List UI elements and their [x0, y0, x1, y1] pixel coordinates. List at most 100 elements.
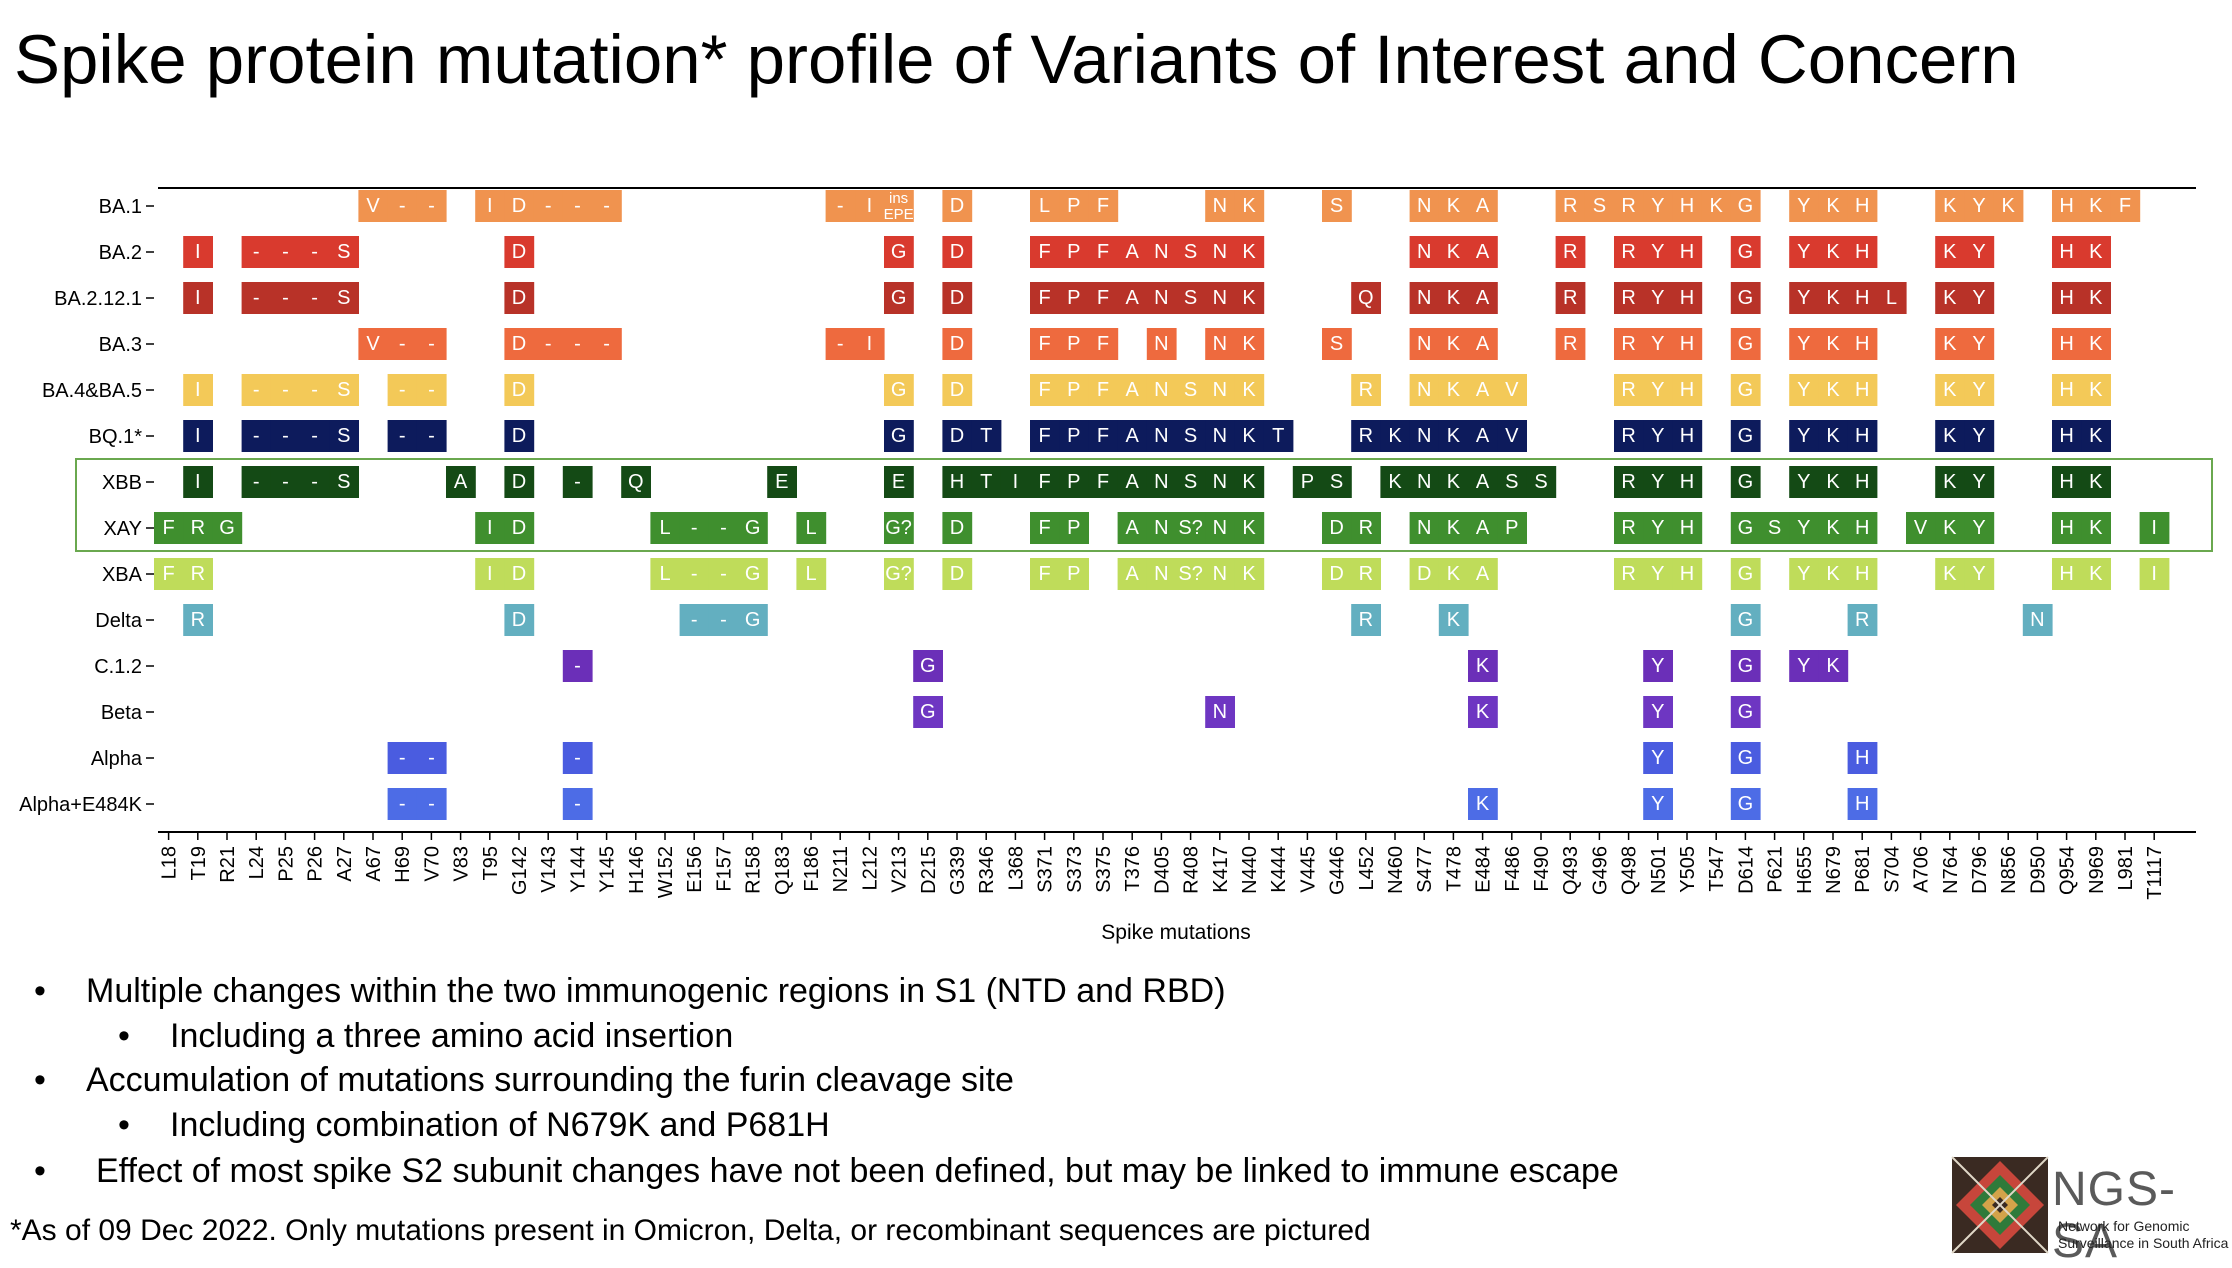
- cell-label: H: [2059, 425, 2073, 447]
- cell-label: G: [891, 379, 907, 401]
- cell-label: F: [1038, 425, 1050, 447]
- cell-label: K: [1826, 563, 1840, 585]
- cell-label: K: [1242, 517, 1256, 539]
- cell-BA.2.12.1-Q493: [1555, 282, 1586, 314]
- cell-label: Y: [1651, 425, 1664, 447]
- cell-XAY-N679: [1818, 512, 1849, 544]
- x-tick-label: N969: [2086, 846, 2108, 894]
- cell-label: K: [1476, 655, 1490, 677]
- cell-XAY-Q498: [1614, 512, 1644, 544]
- cell-XBB-H146: [621, 466, 651, 498]
- cell-BA.1-H655: [1789, 190, 1819, 222]
- cell-label: K: [2089, 471, 2103, 493]
- cell-BA.2-N969: [2081, 236, 2111, 268]
- cell-BA.4&BA.5-V70: [416, 374, 447, 406]
- cell-label: K: [1826, 241, 1840, 263]
- cell-label: F: [1097, 287, 1109, 309]
- cell-label: D: [950, 425, 964, 447]
- x-tick-label: P621: [1765, 846, 1787, 893]
- cell-label: K: [2089, 517, 2103, 539]
- cell-BA.4&BA.5-D614: [1730, 374, 1761, 406]
- cell-label: S: [337, 471, 350, 493]
- cell-label: H: [1680, 287, 1694, 309]
- cell-label: K: [1943, 425, 1957, 447]
- cell-BA.2-S373: [1059, 236, 1089, 268]
- cell-Alpha-V70: [416, 742, 447, 774]
- cell-label: N: [1213, 517, 1227, 539]
- cell-BA.3-P681: [1847, 328, 1878, 360]
- cell-label: -: [428, 747, 435, 769]
- cell-XBB-G142: [504, 466, 535, 498]
- cell-Delta-G142: [504, 604, 535, 636]
- y-tick-label: BA.2.12.1: [54, 288, 142, 310]
- cell-BA.2-Q498: [1614, 236, 1644, 268]
- footnote: *As of 09 Dec 2022. Only mutations prese…: [10, 1214, 1371, 1247]
- cell-label: K: [1943, 517, 1957, 539]
- cell-XAY-E484: [1468, 512, 1498, 544]
- cell-label: -: [837, 195, 844, 217]
- cell-label: N: [1213, 241, 1227, 263]
- cell-label: N: [1154, 563, 1168, 585]
- cell-label: G: [1738, 563, 1754, 585]
- cell-BA.2.12.1-S477: [1409, 282, 1440, 314]
- cell-BA.2-Y505: [1672, 236, 1703, 268]
- cell-XAY-D796: [1964, 512, 1995, 544]
- cell-XBB-N460: [1380, 466, 1411, 498]
- cell-label: K: [1447, 563, 1461, 585]
- x-tick-label: D614: [1735, 846, 1757, 894]
- cell-XBB-T376: [1117, 466, 1148, 498]
- cell-label: H: [2059, 195, 2073, 217]
- cell-XBB-P26: [300, 466, 330, 498]
- cell-label: F: [1038, 287, 1050, 309]
- cell-XAY-G446: [1322, 512, 1352, 544]
- cell-XAY-D405: [1146, 512, 1177, 544]
- cell-BQ.1*-T376: [1117, 420, 1148, 452]
- cell-Beta-K417: [1205, 696, 1235, 728]
- cell-label: K: [1388, 425, 1402, 447]
- cell-BA.1-G142: [504, 190, 535, 222]
- cell-label: F: [1097, 241, 1109, 263]
- cell-label: K: [1826, 517, 1840, 539]
- cell-XBA-N440: [1234, 558, 1265, 590]
- cell-label: K: [2002, 195, 2016, 217]
- x-tick-label: V143: [538, 846, 560, 893]
- cell-BA.2-Q954: [2052, 236, 2082, 268]
- cell-label: K: [1388, 471, 1402, 493]
- cell-Delta-F157: [708, 604, 739, 636]
- cell-BA.3-N764: [1935, 328, 1965, 360]
- cell-XBB-V445: [1292, 466, 1323, 498]
- cell-label: -: [282, 425, 289, 447]
- cell-label: -: [311, 287, 318, 309]
- cell-label: Y: [1797, 241, 1810, 263]
- cell-label: -: [428, 195, 435, 217]
- cell-label: P: [1067, 563, 1080, 585]
- cell-XAY-F157: [708, 512, 739, 544]
- cell-label: R: [1621, 287, 1635, 309]
- cell-XBA-T19: [183, 558, 213, 590]
- cell-label: V: [1505, 425, 1519, 447]
- cell-label: -: [282, 287, 289, 309]
- cell-label: D: [512, 333, 526, 355]
- cell-BA.3-E484: [1468, 328, 1498, 360]
- cell-label: N: [1417, 425, 1431, 447]
- cell-label: G?: [885, 563, 912, 585]
- cell-Alpha-Y144: [562, 742, 593, 774]
- cell-XBA-L452: [1351, 558, 1381, 590]
- cell-label: S?: [1178, 563, 1202, 585]
- cell-BA.4&BA.5-H69: [387, 374, 418, 406]
- cell-Alpha-D614: [1730, 742, 1761, 774]
- cell-XBA-F157: [708, 558, 739, 590]
- cell-label: -: [311, 425, 318, 447]
- cell-label: -: [399, 425, 406, 447]
- cell-XAY-Y505: [1672, 512, 1703, 544]
- cell-label: Y: [1651, 241, 1664, 263]
- cell-XBB-R408: [1176, 466, 1206, 498]
- cell-BA.2.12.1-N501: [1643, 282, 1673, 314]
- cell-XBB-S371: [1030, 466, 1060, 498]
- cell-BA.2-T376: [1117, 236, 1148, 268]
- cell-BA.2.12.1-S375: [1088, 282, 1119, 314]
- cell-XAY-D614: [1730, 512, 1761, 544]
- cell-label: H: [1680, 425, 1694, 447]
- cell-label: -: [545, 333, 552, 355]
- cell-XBA-S373: [1059, 558, 1089, 590]
